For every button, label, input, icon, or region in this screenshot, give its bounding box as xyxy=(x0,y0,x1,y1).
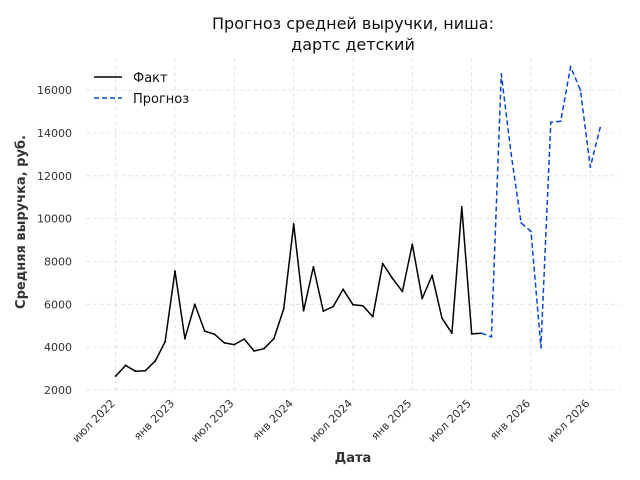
data-point-fact xyxy=(381,262,384,265)
data-point-fact xyxy=(124,364,127,367)
data-point-forecast xyxy=(589,166,592,169)
data-point-fact xyxy=(302,309,305,312)
data-point-fact xyxy=(263,347,265,350)
data-point-fact xyxy=(272,337,275,340)
x-tick-label: янв 2023 xyxy=(131,397,177,443)
data-point-forecast xyxy=(500,73,503,75)
data-point-fact xyxy=(332,305,335,308)
x-tick-label: июл 2026 xyxy=(544,397,592,445)
data-point-fact xyxy=(460,205,463,208)
y-tick-label: 6000 xyxy=(44,298,72,311)
data-point-fact xyxy=(470,332,473,335)
data-point-fact xyxy=(371,315,374,318)
data-point-forecast xyxy=(599,126,602,129)
x-tick-label: июл 2025 xyxy=(426,397,474,445)
data-point-fact xyxy=(114,375,117,377)
data-point-fact xyxy=(144,369,147,372)
data-point-fact xyxy=(391,277,394,280)
data-point-fact xyxy=(174,270,176,273)
data-point-fact xyxy=(421,297,424,300)
plot-series xyxy=(114,65,602,377)
data-point-forecast xyxy=(579,89,582,92)
data-point-fact xyxy=(203,330,206,332)
data-point-fact xyxy=(431,274,434,277)
data-point-fact xyxy=(253,350,256,352)
x-tick-label: янв 2024 xyxy=(250,397,296,443)
data-point-fact xyxy=(352,303,354,306)
data-point-forecast xyxy=(569,65,572,68)
data-point-fact xyxy=(154,360,157,362)
series-line-forecast xyxy=(481,65,601,349)
data-point-fact xyxy=(441,317,443,320)
x-tick-label: июл 2024 xyxy=(307,397,355,445)
y-tick-label: 2000 xyxy=(44,384,72,397)
data-point-forecast xyxy=(549,121,552,124)
y-axis-label: Средняя выручка, руб. xyxy=(14,135,29,309)
data-point-fact xyxy=(361,304,364,307)
x-tick-label: июл 2022 xyxy=(70,397,118,445)
y-tick-label: 14000 xyxy=(37,127,72,140)
x-tick-label: янв 2026 xyxy=(487,397,533,443)
data-point-fact xyxy=(450,332,453,335)
chart-title-line-2: дартс детский xyxy=(291,35,415,54)
legend-label-forecast: Прогноз xyxy=(133,92,189,107)
data-point-fact xyxy=(312,265,315,268)
data-point-forecast xyxy=(539,346,542,349)
data-point-fact xyxy=(233,343,236,346)
chart-title-line-1: Прогноз средней выручки, ниша: xyxy=(212,14,494,33)
y-tick-label: 8000 xyxy=(44,255,72,268)
x-tick-label: июл 2023 xyxy=(188,397,236,445)
data-point-forecast xyxy=(530,230,532,233)
data-point-fact xyxy=(193,303,196,306)
data-point-forecast xyxy=(559,120,562,123)
data-point-forecast xyxy=(520,222,523,224)
data-point-fact xyxy=(282,307,285,310)
series-line-fact xyxy=(115,206,482,377)
data-point-fact xyxy=(183,337,186,340)
y-tick-label: 10000 xyxy=(37,213,72,226)
data-point-fact xyxy=(134,370,137,373)
y-tick-label: 16000 xyxy=(37,84,72,97)
data-point-fact xyxy=(401,290,404,293)
data-point-fact xyxy=(292,223,295,225)
x-tick-label: янв 2025 xyxy=(369,397,415,443)
x-axis-label: Дата xyxy=(335,451,372,466)
x-axis-ticks: июл 2022 янв 2023 июл 2023 янв 2024 июл 2024… xyxy=(70,397,593,445)
legend: Факт Прогноз xyxy=(94,71,189,107)
data-point-forecast xyxy=(490,335,493,338)
y-axis-ticks: 2000 4000 6000 8000 10000 12000 14000 16000 xyxy=(37,84,72,397)
data-point-fact xyxy=(223,341,226,344)
data-point-fact xyxy=(411,243,414,246)
grid xyxy=(86,58,620,391)
data-point-fact xyxy=(322,310,325,313)
data-point-forecast xyxy=(480,332,483,335)
data-point-fact xyxy=(213,333,216,336)
data-point-fact xyxy=(243,338,246,340)
legend-label-fact: Факт xyxy=(133,71,168,86)
data-point-forecast xyxy=(510,153,513,156)
y-tick-label: 12000 xyxy=(37,170,72,183)
y-tick-label: 4000 xyxy=(44,341,72,354)
data-point-fact xyxy=(342,288,345,291)
data-point-fact xyxy=(164,340,167,343)
